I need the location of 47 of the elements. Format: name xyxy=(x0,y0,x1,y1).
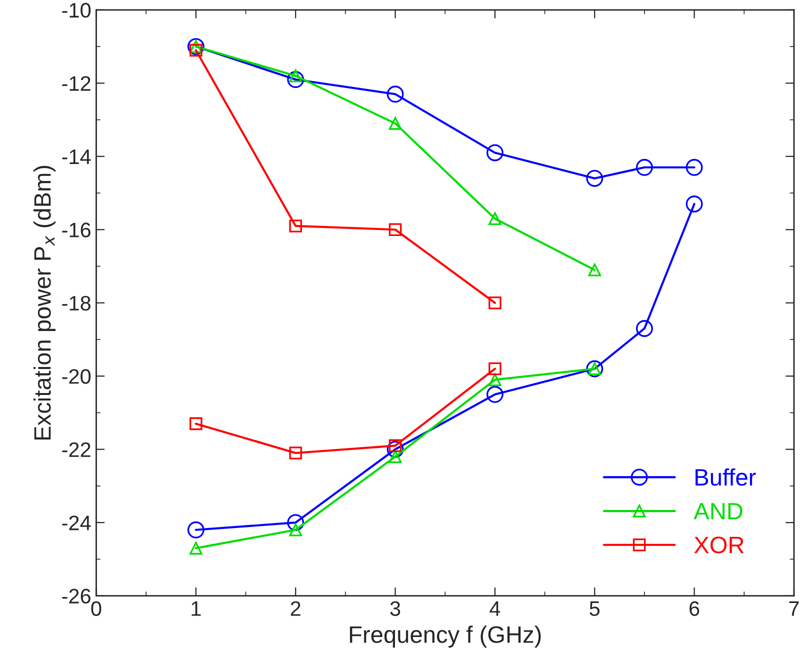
point xyxy=(386,440,404,458)
point xyxy=(190,417,202,430)
point xyxy=(636,158,653,176)
x-tick-label: 7 xyxy=(789,601,799,616)
point xyxy=(586,170,604,187)
x-axis-title: Frequency f (GHz) xyxy=(350,626,541,648)
point xyxy=(388,117,402,130)
point xyxy=(636,320,653,337)
legend-label: XOR xyxy=(694,536,744,554)
y-tick-label: -26 xyxy=(62,588,90,604)
y-tick-label: -22 xyxy=(62,442,90,457)
y-tick-label: -14 xyxy=(62,150,91,164)
point xyxy=(287,71,304,88)
legend-label: Buffer xyxy=(696,468,756,486)
point xyxy=(289,220,302,232)
x-tick-label: 1 xyxy=(192,601,201,616)
point xyxy=(486,144,504,162)
point xyxy=(686,158,703,176)
point xyxy=(388,223,402,236)
point xyxy=(287,514,304,532)
point xyxy=(386,86,404,103)
point xyxy=(488,373,502,386)
point xyxy=(388,450,402,464)
y-tick-label: -12 xyxy=(62,76,90,91)
point xyxy=(488,296,502,310)
y-tick-label: -18 xyxy=(62,296,90,311)
x-tick-label: 5 xyxy=(590,601,600,616)
y-tick-label: -20 xyxy=(62,369,91,384)
x-tick-label: 4 xyxy=(490,601,500,616)
y-axis-title: Excitation power P$_{x}$ (dBm) xyxy=(34,166,56,440)
x-tick-label: 0 xyxy=(91,601,102,616)
x-tick-label: 2 xyxy=(290,601,300,616)
point xyxy=(190,542,202,555)
x-tick-label: 6 xyxy=(690,601,700,616)
y-tick-label: -16 xyxy=(62,222,90,238)
point xyxy=(187,521,204,538)
point xyxy=(486,386,504,403)
legend-label: AND xyxy=(694,503,742,520)
point xyxy=(289,446,302,460)
point xyxy=(588,264,602,276)
point xyxy=(686,196,703,212)
point xyxy=(289,524,302,536)
y-tick-label: -10 xyxy=(62,2,91,18)
x-tick-label: 3 xyxy=(390,601,400,616)
point xyxy=(488,362,502,376)
y-tick-label: -24 xyxy=(62,516,91,530)
point xyxy=(488,212,502,226)
